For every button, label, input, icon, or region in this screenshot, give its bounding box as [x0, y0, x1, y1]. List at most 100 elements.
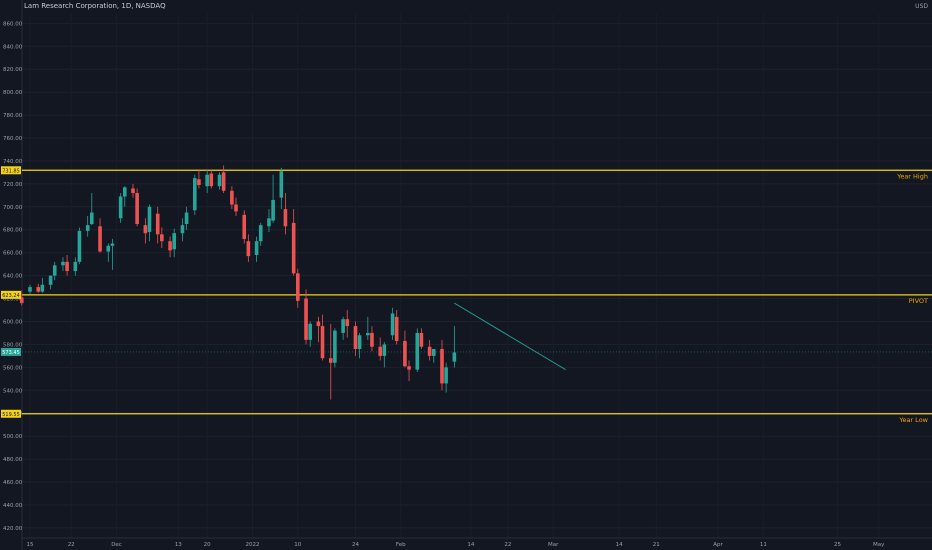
- candle-body: [234, 204, 238, 212]
- candle-body: [98, 226, 102, 252]
- candle-body: [205, 174, 209, 187]
- y-tick-label: 780.00: [3, 113, 23, 119]
- chart-title: Lam Research Corporation, 1D, NASDAQ: [24, 2, 166, 10]
- candle-body: [246, 241, 251, 257]
- candle-body: [407, 366, 411, 370]
- y-tick-label: 600.00: [3, 319, 23, 325]
- candle-body: [444, 367, 448, 384]
- level-label: PIVOT: [909, 297, 928, 305]
- candle-body: [36, 287, 41, 292]
- candle-body: [242, 214, 247, 239]
- x-tick-label: 13: [175, 542, 182, 548]
- candle-body: [230, 190, 234, 205]
- level-price-tag: 519.55: [2, 412, 20, 418]
- candle-body: [184, 212, 189, 225]
- candle-body: [271, 199, 275, 221]
- x-tick-label: Feb: [396, 542, 406, 548]
- candle-body: [320, 326, 325, 359]
- x-tick-label: Mar: [548, 542, 559, 548]
- y-tick-label: 740.00: [3, 159, 23, 165]
- y-tick-label: 860.00: [3, 21, 23, 27]
- x-tick-label: 22: [68, 542, 75, 548]
- y-tick-label: 720.00: [3, 182, 23, 188]
- trendline[interactable]: [454, 302, 566, 371]
- candle-body: [48, 275, 53, 285]
- candle-body: [131, 188, 135, 194]
- x-tick-label: 10: [294, 542, 301, 548]
- candle-body: [267, 218, 271, 227]
- level-price-tag: 731.85: [2, 168, 20, 174]
- y-tick-label: 460.00: [3, 480, 23, 486]
- x-tick-label: May: [873, 542, 885, 548]
- y-tick-label: 840.00: [3, 44, 23, 50]
- candle-body: [217, 174, 222, 187]
- y-tick-label: 500.00: [3, 434, 23, 440]
- y-tick-label: 480.00: [3, 457, 23, 463]
- y-tick-label: 540.00: [3, 388, 23, 394]
- candle-body: [28, 287, 32, 292]
- x-tick-label: 20: [204, 542, 211, 548]
- candle-body: [106, 245, 111, 252]
- candle-body: [40, 284, 45, 292]
- y-tick-label: 760.00: [3, 136, 23, 142]
- candle-body: [52, 265, 57, 276]
- candle-body: [427, 346, 432, 356]
- candle-body: [296, 273, 300, 301]
- level-price-tag-bg: [1, 290, 21, 299]
- x-tick-label: Apr: [713, 542, 723, 548]
- candle-body: [85, 225, 90, 231]
- candles: [19, 165, 457, 400]
- y-tick-label: 820.00: [3, 67, 23, 73]
- candle-body: [304, 298, 308, 340]
- candle-body: [357, 335, 362, 350]
- candle-body: [135, 193, 139, 225]
- level-label: Year High: [896, 172, 928, 180]
- level-label: Year Low: [898, 416, 928, 424]
- candle-body: [118, 196, 123, 219]
- x-tick-label: 14: [616, 542, 623, 548]
- candle-body: [19, 297, 24, 304]
- y-tick-label: 660.00: [3, 251, 23, 257]
- x-tick-label: 24: [352, 542, 359, 548]
- currency-label: USD: [915, 3, 928, 10]
- candle-body: [394, 316, 399, 341]
- candle-body: [440, 349, 444, 384]
- x-axis: 15 22 Dec 13 20 2022 10 24 Feb 14 22 Mar 14 21 Apr 11 25…: [22, 537, 932, 548]
- candle-body: [390, 313, 395, 336]
- trendline-group[interactable]: [454, 302, 566, 371]
- candle-body: [333, 330, 337, 363]
- x-tick-label: 25: [834, 542, 841, 548]
- candle-body: [172, 233, 176, 250]
- candle-body: [279, 171, 284, 198]
- y-tick-label: 800.00: [3, 90, 23, 96]
- candle-body: [258, 225, 263, 242]
- candle-body: [110, 243, 115, 246]
- candle-body: [419, 332, 424, 347]
- candle-body: [370, 332, 374, 347]
- candle-body: [283, 209, 288, 227]
- candle-body: [209, 173, 214, 187]
- y-tick-label: 680.00: [3, 228, 23, 234]
- candle-body: [382, 344, 387, 356]
- candle-body: [65, 261, 69, 272]
- level-price-tag-bg: [1, 409, 21, 418]
- candle-body: [122, 187, 127, 197]
- candle-body: [316, 321, 321, 327]
- candle-body: [73, 261, 78, 272]
- candle-body: [291, 222, 296, 274]
- candle-body: [90, 212, 94, 225]
- candle-body: [193, 178, 197, 211]
- candle-body: [431, 349, 436, 356]
- candle-body: [403, 340, 407, 367]
- candle-body: [366, 332, 370, 336]
- x-tick-label: 21: [653, 542, 660, 548]
- candle-body: [452, 352, 457, 362]
- level-price-tag-bg: [1, 166, 21, 175]
- level-lines: Year High PIVOT Year Low: [22, 169, 932, 424]
- candle-body: [180, 225, 185, 234]
- x-tick-label: 11: [760, 542, 767, 548]
- candle-body: [61, 261, 65, 266]
- x-tick-label: 14: [467, 542, 474, 548]
- candle-body: [308, 323, 312, 340]
